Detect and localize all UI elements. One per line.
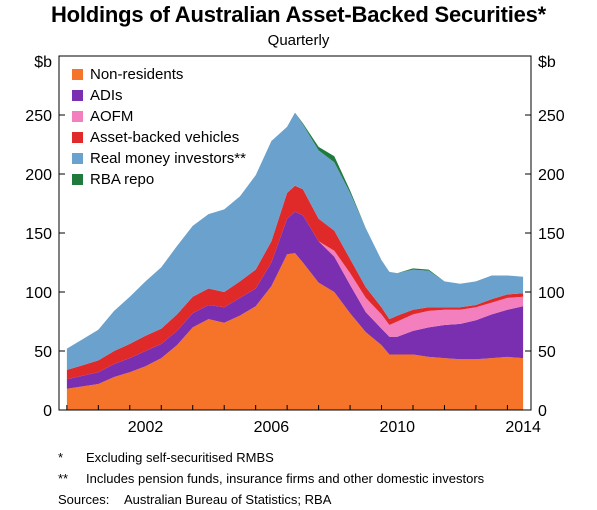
footnotes: * Excluding self-securitised RMBS ** Inc… — [58, 447, 484, 510]
x-tick-label: 2002 — [128, 419, 164, 436]
area-real-money — [66, 112, 524, 370]
y-tick-label-left: 50 — [34, 344, 52, 361]
legend-swatch-real-money — [72, 153, 83, 164]
y-unit-right: $b — [538, 54, 556, 71]
area-non-residents — [66, 253, 524, 410]
legend-label-non-residents: Non-residents — [90, 66, 183, 83]
y-tick-label-right: 0 — [538, 403, 547, 420]
footnote-1-mark: * — [58, 450, 64, 465]
footnote-2: ** Includes pension funds, insurance fir… — [58, 468, 484, 489]
y-tick-label-right: 250 — [538, 108, 565, 125]
legend-label-abv: Asset-backed vehicles — [90, 129, 239, 146]
sources-label: Sources: — [58, 492, 110, 507]
chart-subtitle: Quarterly — [267, 32, 330, 49]
y-unit-left: $b — [34, 54, 52, 71]
legend-swatch-abv — [72, 132, 83, 143]
y-tick-label-right: 200 — [538, 167, 565, 184]
y-tick-label-right: 150 — [538, 226, 565, 243]
y-tick-label-left: 200 — [25, 167, 52, 184]
legend-label-rba-repo: RBA repo — [90, 171, 154, 188]
x-tick-label: 2014 — [505, 419, 541, 436]
footnote-1: * Excluding self-securitised RMBS — [58, 447, 484, 468]
footnote-2-mark: ** — [58, 471, 69, 486]
x-tick-label: 2006 — [254, 419, 290, 436]
legend-label-adis: ADIs — [90, 87, 123, 104]
footnote-1-text: Excluding self-securitised RMBS — [86, 450, 274, 465]
sources-text: Australian Bureau of Statistics; RBA — [124, 492, 332, 507]
area-adis — [66, 211, 524, 389]
y-tick-label-left: 100 — [25, 285, 52, 302]
stacked-area-chart: 0 0 50 50 100 100 150 150 200 200 250 250 $b $b 2002 20… — [25, 54, 565, 436]
y-tick-label-right: 50 — [538, 344, 556, 361]
plot-frame — [58, 55, 532, 411]
area-abv — [66, 185, 524, 380]
footnote-2-text: Includes pension funds, insurance firms … — [86, 471, 485, 486]
x-tick-label: 2010 — [379, 419, 415, 436]
legend-swatch-rba-repo — [72, 174, 83, 185]
legend-label-aofm: AOFM — [90, 108, 133, 125]
legend-label-real-money: Real money investors** — [90, 150, 246, 167]
y-tick-label-right: 100 — [538, 285, 565, 302]
y-tick-label-left: 150 — [25, 226, 52, 243]
y-tick-label-left: 250 — [25, 108, 52, 125]
y-tick-label-left: 0 — [43, 403, 52, 420]
sources: Sources: Australian Bureau of Statistics… — [58, 489, 484, 510]
legend-swatch-aofm — [72, 111, 83, 122]
chart-title: Holdings of Australian Asset-Backed Secu… — [50, 2, 547, 27]
legend-swatch-non-residents — [72, 69, 83, 80]
legend-swatch-adis — [72, 90, 83, 101]
